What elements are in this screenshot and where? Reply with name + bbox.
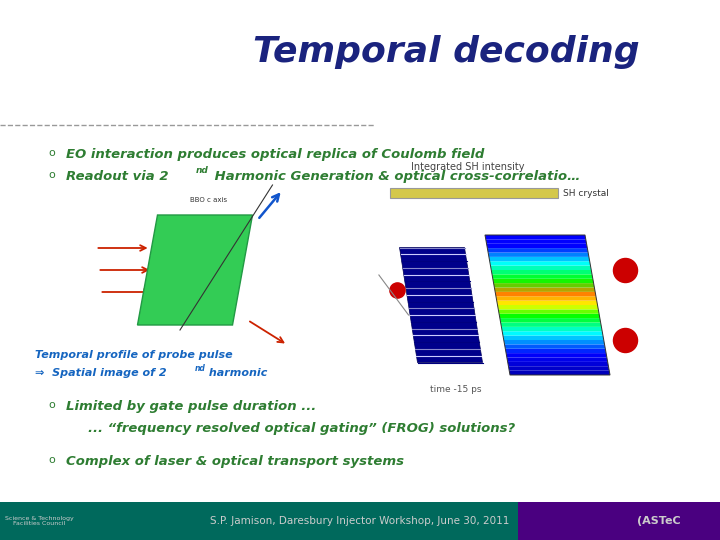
- Point: [619, 336, 631, 345]
- Text: ... “frequency resolved optical gating” (FROG) solutions?: ... “frequency resolved optical gating” …: [88, 422, 515, 435]
- Polygon shape: [506, 353, 607, 357]
- Polygon shape: [487, 248, 588, 253]
- Polygon shape: [497, 301, 598, 305]
- Text: Temporal profile of probe pulse: Temporal profile of probe pulse: [35, 350, 233, 360]
- Point: [619, 266, 631, 274]
- Polygon shape: [504, 340, 605, 345]
- Polygon shape: [495, 287, 595, 292]
- Text: EO interaction produces optical replica of Coulomb field: EO interaction produces optical replica …: [66, 148, 485, 161]
- Text: o: o: [48, 455, 55, 465]
- Bar: [0, 502, 518, 540]
- Polygon shape: [500, 318, 600, 322]
- Polygon shape: [492, 279, 593, 283]
- Text: Complex of laser & optical transport systems: Complex of laser & optical transport sys…: [66, 455, 404, 468]
- Polygon shape: [498, 305, 598, 309]
- Polygon shape: [502, 331, 603, 336]
- Text: Readout via 2: Readout via 2: [66, 170, 168, 183]
- Text: harmonic: harmonic: [205, 368, 267, 378]
- Polygon shape: [508, 366, 609, 370]
- Polygon shape: [488, 253, 589, 257]
- Text: o: o: [48, 148, 55, 158]
- Polygon shape: [492, 274, 593, 279]
- Bar: [390, 188, 558, 198]
- Text: BBO c axis: BBO c axis: [190, 197, 227, 203]
- Text: Integrated SH intensity: Integrated SH intensity: [411, 162, 525, 172]
- Polygon shape: [491, 270, 592, 274]
- Text: Harmonic Generation & optical cross-correlatio…: Harmonic Generation & optical cross-corr…: [210, 170, 580, 183]
- Polygon shape: [507, 357, 608, 362]
- Text: ⇒  Spatial image of 2: ⇒ Spatial image of 2: [35, 368, 166, 378]
- Text: Limited by gate pulse duration ...: Limited by gate pulse duration ...: [66, 400, 316, 413]
- Text: SH crystal: SH crystal: [563, 188, 609, 198]
- Polygon shape: [500, 322, 601, 327]
- Polygon shape: [498, 309, 599, 314]
- Polygon shape: [138, 215, 253, 325]
- Polygon shape: [487, 244, 588, 248]
- Text: nd: nd: [195, 364, 206, 373]
- Polygon shape: [485, 235, 586, 239]
- Text: o: o: [48, 170, 55, 180]
- Text: S.P. Jamison, Daresbury Injector Workshop, June 30, 2011: S.P. Jamison, Daresbury Injector Worksho…: [210, 516, 510, 526]
- Point: [392, 286, 403, 294]
- Polygon shape: [501, 327, 602, 331]
- Polygon shape: [508, 362, 608, 366]
- Polygon shape: [499, 314, 600, 318]
- Polygon shape: [503, 336, 604, 340]
- Polygon shape: [505, 349, 606, 353]
- Polygon shape: [509, 370, 610, 375]
- Text: Science & Technology
Facilities Council: Science & Technology Facilities Council: [5, 516, 74, 526]
- Polygon shape: [494, 283, 595, 287]
- Text: time -15 ps: time -15 ps: [430, 385, 482, 394]
- Polygon shape: [490, 266, 591, 270]
- Polygon shape: [505, 345, 606, 349]
- Bar: [518, 502, 720, 540]
- Text: Temporal decoding: Temporal decoding: [253, 35, 639, 69]
- Polygon shape: [495, 292, 596, 296]
- Text: o: o: [48, 400, 55, 410]
- Text: (ASTeC: (ASTeC: [637, 516, 680, 526]
- Polygon shape: [490, 261, 590, 266]
- Polygon shape: [400, 247, 482, 362]
- Text: nd: nd: [196, 166, 209, 175]
- Polygon shape: [496, 296, 597, 301]
- Polygon shape: [489, 257, 590, 261]
- Polygon shape: [486, 239, 587, 244]
